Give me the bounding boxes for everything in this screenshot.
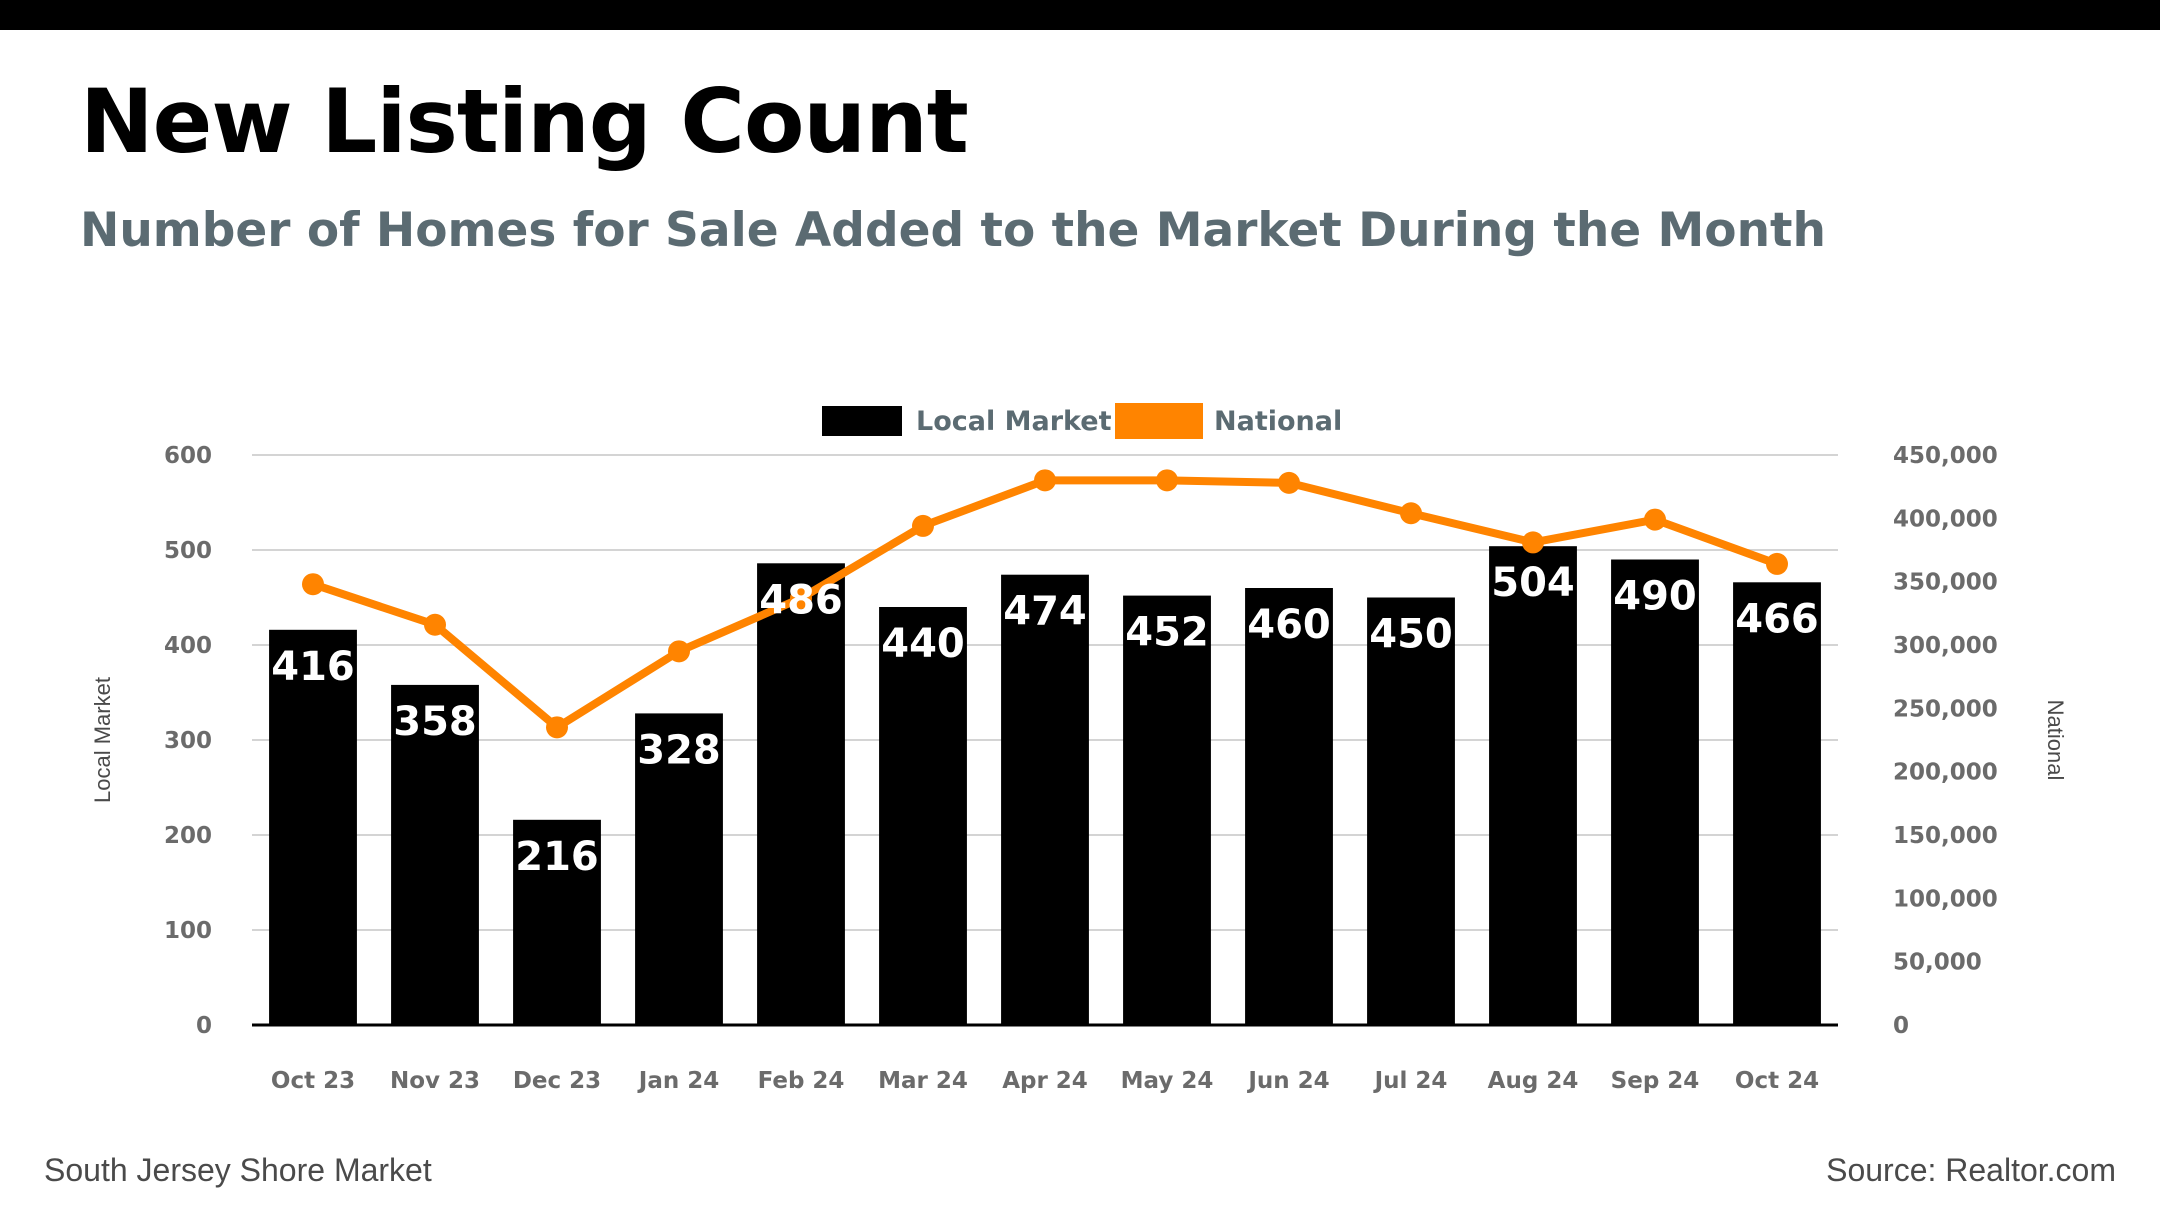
bar-local-market	[1001, 574, 1089, 1025]
bar-local-market	[391, 684, 479, 1025]
legend-label-local-market: Local Market	[916, 406, 1112, 437]
national-point	[1400, 502, 1422, 525]
footer-source: Source: Realtor.com	[1826, 1152, 2116, 1188]
national-point	[424, 613, 446, 636]
bar-local-market	[757, 563, 845, 1025]
national-point	[1766, 552, 1788, 575]
national-point	[1644, 508, 1666, 531]
left-tick-label: 0	[196, 1013, 212, 1039]
bar-local-market	[1367, 597, 1455, 1025]
bar-local-market	[1489, 546, 1577, 1025]
bar-local-market	[1245, 588, 1333, 1025]
national-point	[1278, 471, 1300, 494]
right-tick-label: 0	[1893, 1013, 1909, 1039]
national-line	[302, 469, 1788, 739]
category-label: Oct 23	[271, 1068, 355, 1094]
bar-local-market	[1733, 582, 1821, 1025]
left-tick-label: 500	[164, 538, 212, 564]
legend: Local Market National	[822, 403, 1342, 439]
national-point	[1156, 469, 1178, 492]
bar-value-label: 450	[1369, 612, 1453, 658]
bar-labels: 416 358 216 328 486 440 474 452 460 450 504 490 466	[271, 560, 1819, 880]
bar-value-label: 440	[881, 621, 965, 667]
bar-local-market	[269, 629, 357, 1025]
left-tick-label: 200	[164, 823, 212, 849]
bar-value-label: 466	[1735, 596, 1819, 642]
category-label: Jun 24	[1246, 1068, 1329, 1094]
bar-value-label: 452	[1125, 610, 1209, 656]
left-tick-label: 600	[164, 443, 212, 469]
category-label: Nov 23	[390, 1068, 480, 1094]
category-label: Mar 24	[878, 1068, 968, 1094]
bar-local-market	[1611, 559, 1699, 1025]
category-label: Apr 24	[1002, 1068, 1088, 1094]
national-point	[546, 716, 568, 739]
bar-value-label: 416	[271, 644, 355, 690]
right-tick-label: 300,000	[1893, 633, 1998, 659]
bar-local-market	[513, 819, 601, 1025]
category-labels: Oct 23 Nov 23 Dec 23 Jan 24 Feb 24 Mar 24 Apr …	[271, 1068, 1819, 1094]
left-tick-label: 300	[164, 728, 212, 754]
category-label: May 24	[1121, 1068, 1214, 1094]
bar-value-label: 504	[1491, 560, 1575, 606]
bar-value-label: 486	[759, 577, 843, 623]
category-label: Dec 23	[513, 1068, 601, 1094]
bars	[269, 546, 1821, 1025]
bar-value-label: 474	[1003, 589, 1087, 635]
right-tick-label: 250,000	[1893, 696, 1998, 722]
legend-label-national: National	[1214, 406, 1342, 437]
left-tick-label: 400	[164, 633, 212, 659]
left-axis-ticks: 0 100 200 300 400 500 600	[164, 443, 212, 1039]
national-point	[1522, 531, 1544, 554]
top-bar	[0, 0, 2160, 30]
category-label: Jul 24	[1373, 1068, 1448, 1094]
bar-local-market	[1123, 595, 1211, 1025]
legend-swatch-local-market	[822, 406, 902, 436]
category-label: Jan 24	[637, 1068, 719, 1094]
right-tick-label: 100,000	[1893, 886, 1998, 912]
category-label: Feb 24	[758, 1068, 845, 1094]
right-tick-label: 400,000	[1893, 506, 1998, 532]
right-tick-label: 450,000	[1893, 443, 1998, 469]
right-tick-label: 350,000	[1893, 570, 1998, 596]
bar-local-market	[635, 713, 723, 1025]
category-label: Aug 24	[1488, 1068, 1579, 1094]
right-tick-label: 200,000	[1893, 760, 1998, 786]
bar-local-market	[879, 607, 967, 1025]
national-point	[912, 514, 934, 537]
national-point	[1034, 469, 1056, 492]
bar-value-label: 328	[637, 727, 721, 773]
right-tick-label: 150,000	[1893, 823, 1998, 849]
bar-value-label: 358	[393, 699, 477, 745]
national-point	[302, 573, 324, 596]
category-label: Sep 24	[1611, 1068, 1700, 1094]
national-point	[668, 640, 690, 663]
bar-value-label: 460	[1247, 602, 1331, 648]
page-subtitle: Number of Homes for Sale Added to the Ma…	[80, 203, 1826, 258]
legend-swatch-national	[1115, 403, 1203, 439]
bar-value-label: 216	[515, 834, 599, 880]
left-tick-label: 100	[164, 918, 212, 944]
category-label: Oct 24	[1735, 1068, 1819, 1094]
page-title: New Listing Count	[80, 70, 969, 173]
national-point	[790, 587, 812, 610]
right-axis-ticks: 0 50,000 100,000 150,000 200,000 250,000 300,0…	[1893, 443, 1998, 1039]
left-axis-title: Local Market	[90, 677, 115, 803]
footer-market-name: South Jersey Shore Market	[44, 1152, 432, 1188]
right-axis-title: National	[2043, 700, 2068, 781]
bar-value-label: 490	[1613, 574, 1697, 620]
right-tick-label: 50,000	[1893, 950, 1982, 976]
